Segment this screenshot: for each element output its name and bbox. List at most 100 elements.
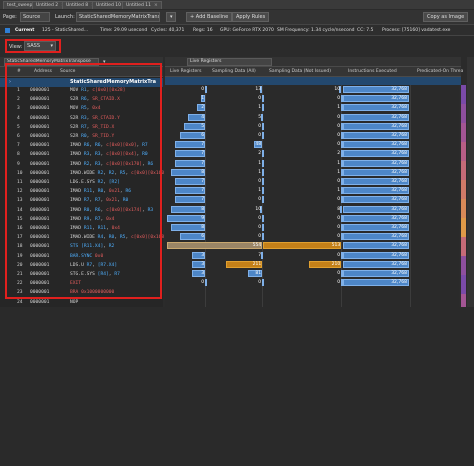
heat-strip-segment	[461, 256, 466, 276]
address: 0000001	[30, 299, 50, 305]
instructions-executed-value: 32,768	[391, 225, 407, 230]
col-address[interactable]: Address	[34, 69, 52, 74]
address: 0000001	[30, 216, 50, 222]
source-row[interactable]: 6 0000001 S2R R0, SR_TID.Y	[8, 134, 158, 143]
operands: [R4], R7	[97, 272, 120, 277]
opcode: NOP	[70, 299, 79, 305]
source-row[interactable]: 19 0000001 BAR.SYNC 0x0	[8, 254, 158, 263]
filter-button[interactable]: ▾	[166, 12, 176, 22]
source-row[interactable]: 24 0000001 NOP	[8, 300, 158, 309]
source-row[interactable]: 8 0000001 IMAD R3, R3, c[0x0][0x4], R0	[8, 152, 158, 161]
function-select[interactable]: StaticSharedMemoryMatrixTranspose	[4, 58, 99, 66]
source-row[interactable]: 2 0000001 S2R R6, SR_CTAID.X	[8, 97, 158, 106]
heat-strip-segment	[461, 123, 466, 143]
col-source[interactable]: Source	[60, 69, 76, 74]
source-row[interactable]: 23 0000001 BRA 0x1000000000	[8, 290, 158, 299]
close-icon[interactable]: ×	[153, 3, 158, 8]
address: 0000001	[30, 97, 50, 103]
instructions-executed-value: 32,768	[391, 243, 407, 249]
address: 0000001	[30, 106, 50, 112]
live-registers-bar	[171, 168, 205, 176]
view-select[interactable]: SASS ▾	[24, 41, 56, 51]
instruction: S2R R0, SR_TID.Y	[70, 134, 114, 139]
view-label: View:	[9, 44, 23, 50]
launch-label: Launch:	[55, 14, 75, 20]
source-row[interactable]: 7 0000001 IMAD R6, R6, c[0x0][0x0], R7	[8, 143, 158, 152]
line-number: 14	[17, 207, 23, 213]
process-value: Process: [75160] vadatest.exe	[382, 28, 451, 33]
page-label: Page:	[3, 14, 17, 20]
page-select[interactable]: Source	[20, 12, 50, 22]
sampling-all-bar	[262, 95, 264, 103]
window-tab[interactable]: Untitled 11 ×	[122, 1, 162, 9]
instructions-executed-bar	[343, 141, 409, 149]
copy-as-image-button[interactable]: Copy as Image	[423, 12, 469, 22]
source-row[interactable]: 11 0000001 LDG.E.SYS R2, [R2]	[8, 180, 158, 189]
source-row[interactable]: 18 0000001 STS [R11.X4], R2	[8, 244, 158, 253]
sampling-all-bar	[262, 122, 264, 130]
vertical-scrollbar[interactable]	[467, 57, 474, 466]
opcode: IMAD	[70, 161, 84, 167]
window-tab-label: Untitled 10	[96, 3, 121, 8]
col-live-registers[interactable]: Live Registers	[170, 69, 202, 74]
col-sampling-all[interactable]: Sampling Data (All)	[212, 69, 256, 74]
cycles-value: Cycles: 40,371	[151, 28, 185, 33]
source-row[interactable]: 20 0000001 LDS.U R7, [R7.X4]	[8, 263, 158, 272]
source-row[interactable]: 13 0000001 IMAD R7, R7, 0x21, R0	[8, 198, 158, 207]
apply-rules-button[interactable]: Apply Rules	[232, 12, 270, 22]
opcode: IMAD	[70, 143, 84, 149]
sampling-not-issued-bar	[340, 150, 343, 158]
opcode: IMAD.WIDE	[70, 235, 98, 241]
source-row[interactable]: 1 0000001 MOV R1, c[0x0][0x28]	[8, 88, 158, 97]
function-dropdown-icon[interactable]: ▾	[103, 59, 106, 65]
add-baseline-button[interactable]: + Add Baseline	[186, 12, 233, 22]
launch-info-bar: Current 125 - StaticShared... Time: 29.0…	[0, 25, 474, 36]
source-row[interactable]: 5 0000001 S2R R7, SR_TID.X	[8, 125, 158, 134]
instructions-executed-value: 32,768	[391, 87, 407, 92]
window-tab-label: Untitled 11	[126, 3, 151, 8]
sampling-all-value: 1	[258, 188, 262, 194]
source-row[interactable]: 10 0000001 IMAD.WIDE R2, R2, R5, c[0x0][0x…	[8, 171, 167, 180]
operands: R2, R2, R5, c[0x0][0x160]	[97, 170, 167, 176]
sampling-all-value: 5	[258, 114, 262, 120]
address: 0000001	[30, 207, 50, 213]
launch-select[interactable]: StaticSharedMemoryMatrixTranspose	[76, 12, 160, 22]
source-row[interactable]: 15 0000001 IMAD R9, R7, 0x4	[8, 217, 158, 226]
live-registers-bar	[175, 196, 205, 204]
col-hash[interactable]: #	[17, 69, 21, 74]
source-row[interactable]: 21 0000001 STG.E.SYS [R4], R7	[8, 272, 158, 281]
sampling-not-issued-value: 0	[337, 234, 341, 240]
operands: R6, R6, c[0x0][0x0], R7	[83, 143, 148, 149]
source-row[interactable]: 16 0000001 IMAD R11, R11, 0x4	[8, 226, 158, 235]
view-highlight-box	[5, 39, 61, 53]
function-row[interactable]: › StaticSharedMemoryMatrixTra	[0, 78, 163, 87]
view-row: View: SASS ▾	[0, 36, 474, 55]
operands: R3, SR_CTAID.Y	[81, 115, 120, 121]
sampling-all-bar	[262, 132, 264, 139]
instructions-executed-value: 32,768	[391, 280, 407, 286]
instructions-executed-bar	[343, 132, 409, 139]
source-row[interactable]: 14 0000001 IMAD R0, R6, c[0x0][0x174], R3	[8, 208, 158, 217]
source-row[interactable]: 12 0000001 IMAD R11, R0, 0x21, R6	[8, 189, 158, 198]
address: 0000001	[30, 272, 50, 277]
metric-select[interactable]: Live Registers	[187, 58, 272, 66]
instructions-executed-value: 32,768	[391, 271, 407, 276]
live-registers-value: 3	[201, 252, 205, 258]
live-registers-value: 7	[201, 179, 205, 184]
source-row[interactable]: 22 0000001 EXIT	[8, 281, 158, 290]
source-row[interactable]: 4 0000001 S2R R3, SR_CTAID.Y	[8, 116, 158, 125]
operands: R2, [R2]	[97, 180, 120, 185]
source-row[interactable]: 17 0000001 IMAD.WIDE R4, R0, R5, c[0x0][0x…	[8, 235, 167, 244]
sampling-not-issued-bar	[341, 122, 343, 130]
instruction: STS [R11.X4], R2	[70, 244, 114, 249]
source-row[interactable]: 3 0000001 MOV R5, 0x4	[8, 106, 158, 115]
instruction: S2R R6, SR_CTAID.X	[70, 97, 120, 102]
col-instructions-executed[interactable]: Instructions Executed	[348, 69, 397, 74]
source-row[interactable]: 9 0000001 IMAD R2, R3, c[0x0][0x170], R6	[8, 162, 158, 171]
col-predicated-on[interactable]: Predicated-On Threa	[417, 69, 464, 74]
line-number: 1	[17, 88, 20, 93]
col-sampling-not-issued[interactable]: Sampling Data (Not Issued)	[269, 69, 331, 74]
expand-icon[interactable]: ›	[9, 79, 11, 85]
time-value: Time: 29.09 usecond	[100, 28, 148, 33]
sampling-all-bar	[262, 224, 264, 231]
